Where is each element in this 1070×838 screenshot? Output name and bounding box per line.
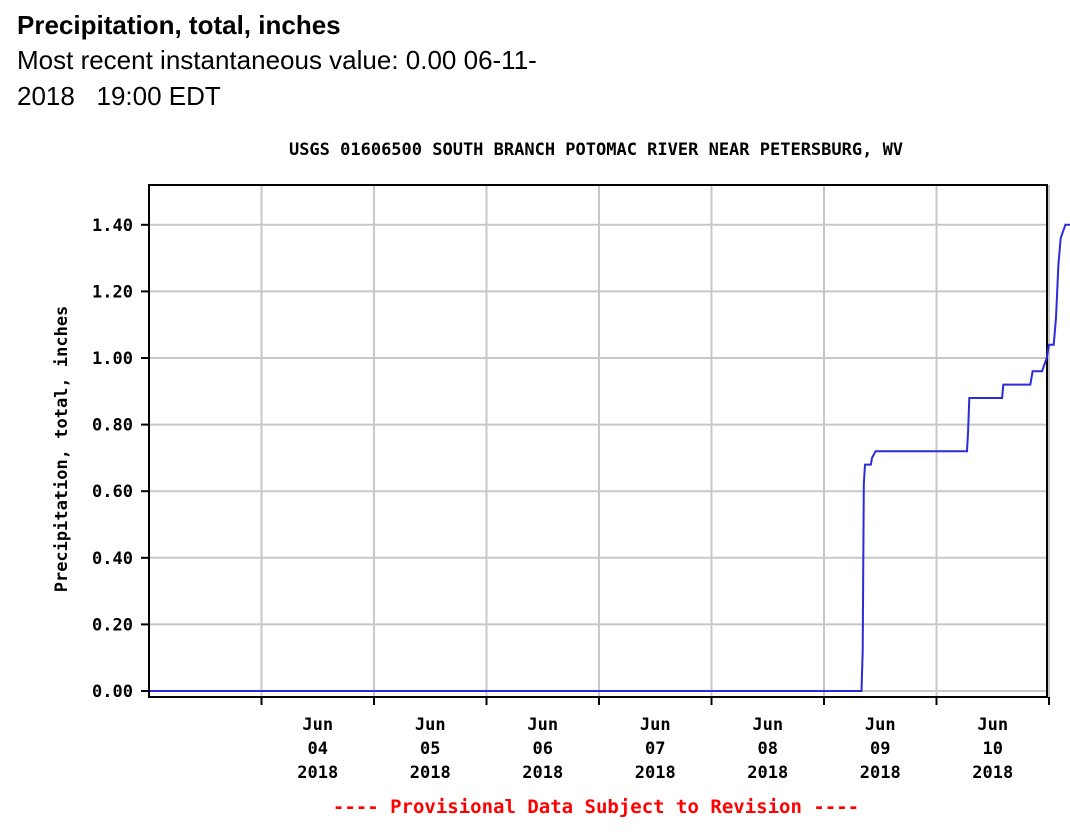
series-line [150, 225, 1070, 691]
x-tick-label: Jun [865, 715, 896, 735]
y-tick-label: 0.00 [92, 682, 133, 702]
x-tick-label: 05 [420, 739, 440, 759]
y-tick-label: 1.40 [92, 216, 133, 236]
x-tick-label: 2018 [860, 763, 901, 783]
x-tick-label: Jun [415, 715, 446, 735]
x-tick-label: 09 [870, 739, 890, 759]
x-tick-label: Jun [302, 715, 333, 735]
x-tick-label: Jun [640, 715, 671, 735]
x-tick-label: 06 [533, 739, 553, 759]
grid-lines [149, 185, 1049, 697]
x-tick-label: 2018 [297, 763, 338, 783]
y-axis-ticks: 0.00 0.20 0.40 0.60 0.80 1.00 1.20 1.40 [92, 216, 149, 702]
x-tick-label: 2018 [972, 763, 1013, 783]
y-tick-label: 1.20 [92, 282, 133, 302]
x-axis-ticks: Jun 04 2018 Jun 05 2018 Jun 06 2018 Jun 07 2018 Jun 0… [262, 697, 1070, 783]
provisional-data-notice: ---- Provisional Data Subject to Revisio… [333, 796, 859, 818]
x-tick-label: 2018 [410, 763, 451, 783]
chart-title: USGS 01606500 SOUTH BRANCH POTOMAC RIVER… [289, 140, 903, 160]
y-tick-label: 0.80 [92, 416, 133, 436]
x-tick-label: 2018 [747, 763, 788, 783]
y-tick-label: 1.00 [92, 349, 133, 369]
x-tick-label: 04 [308, 739, 328, 759]
x-tick-label: Jun [977, 715, 1008, 735]
x-tick-label: Jun [527, 715, 558, 735]
y-tick-label: 0.60 [92, 482, 133, 502]
y-axis-label: Precipitation, total, inches [52, 306, 72, 593]
y-tick-label: 0.20 [92, 615, 133, 635]
x-tick-label: 2018 [522, 763, 563, 783]
x-tick-label: 2018 [635, 763, 676, 783]
x-tick-label: 07 [645, 739, 665, 759]
x-tick-label: Jun [752, 715, 783, 735]
x-tick-label: 10 [983, 739, 1003, 759]
data-series [150, 225, 1070, 691]
y-tick-label: 0.40 [92, 549, 133, 569]
x-tick-label: 08 [758, 739, 778, 759]
